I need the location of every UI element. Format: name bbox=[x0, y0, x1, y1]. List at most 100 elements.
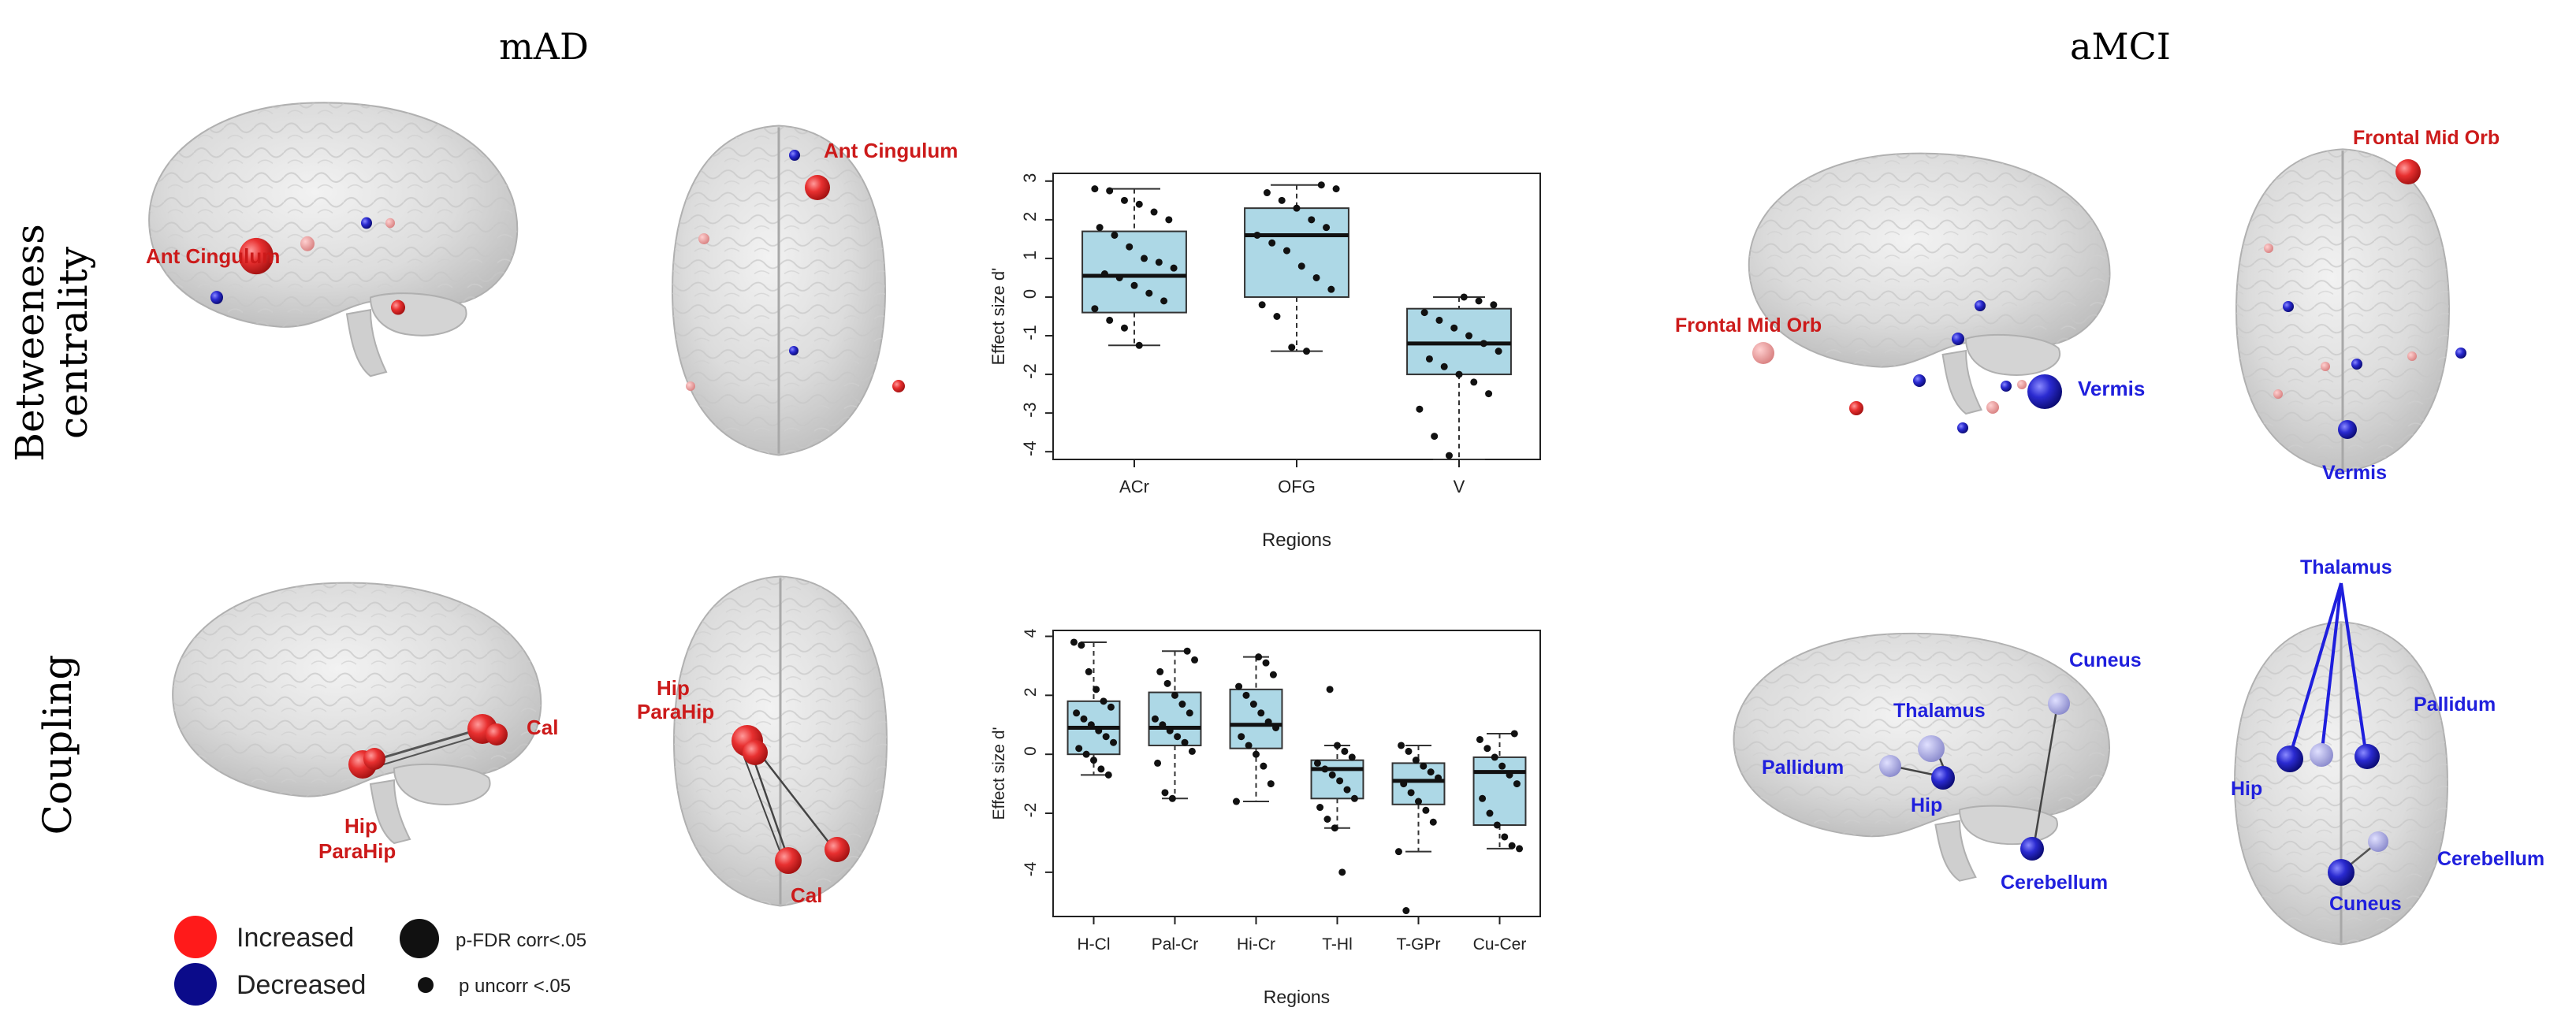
data-point bbox=[1321, 765, 1329, 773]
label-hip-axial: Hip bbox=[2231, 778, 2262, 800]
edge bbox=[2340, 582, 2368, 757]
data-point bbox=[1258, 301, 1266, 309]
node-pallidum bbox=[1879, 755, 1901, 777]
edge bbox=[740, 748, 785, 864]
y-tick-label: 4 bbox=[1022, 628, 1040, 638]
y-tick-label: 1 bbox=[1020, 251, 1040, 260]
label-cerebellum-axial: Cerebellum bbox=[2437, 848, 2544, 870]
data-point bbox=[1091, 185, 1099, 193]
x-axis-label: Regions bbox=[1262, 530, 1331, 551]
label-pallidum: Pallidum bbox=[1762, 757, 1844, 779]
data-point bbox=[1400, 780, 1408, 788]
box-ACr bbox=[1081, 230, 1187, 314]
data-point bbox=[1394, 848, 1402, 856]
label-cal: Cal bbox=[527, 716, 558, 739]
node bbox=[2273, 389, 2283, 399]
legend-uncorr-label: p uncorr <.05 bbox=[459, 976, 571, 997]
data-point bbox=[1313, 759, 1321, 767]
data-point bbox=[1312, 273, 1320, 281]
data-point bbox=[1440, 362, 1448, 370]
edge bbox=[2032, 705, 2059, 848]
data-point bbox=[1272, 723, 1280, 731]
node-thalamus-axial bbox=[2310, 743, 2333, 767]
node bbox=[2455, 348, 2466, 359]
data-point bbox=[1501, 833, 1509, 841]
data-point bbox=[1159, 721, 1167, 729]
data-point bbox=[1238, 733, 1245, 741]
node-parahip-axial bbox=[743, 740, 768, 765]
label-cal-axial: Cal bbox=[791, 883, 822, 907]
node-ant-cingulum-axial bbox=[805, 175, 830, 200]
data-point bbox=[1267, 780, 1275, 788]
data-point bbox=[1186, 709, 1193, 717]
label-cuneus-axial: Cuneus bbox=[2329, 893, 2402, 915]
data-point bbox=[1429, 818, 1437, 826]
data-point bbox=[1460, 293, 1468, 301]
data-point bbox=[1155, 258, 1163, 266]
amci-title: aMCI bbox=[2070, 25, 2171, 68]
legend-increased-swatch bbox=[174, 916, 217, 958]
data-point bbox=[1235, 682, 1243, 690]
data-point bbox=[1110, 738, 1118, 746]
data-point bbox=[1402, 907, 1410, 915]
data-point bbox=[1070, 638, 1078, 646]
data-point bbox=[1293, 204, 1301, 212]
legend-fdr-swatch bbox=[400, 919, 439, 958]
node bbox=[686, 381, 695, 391]
label-vermis: Vermis bbox=[2078, 377, 2145, 400]
data-point bbox=[1130, 281, 1138, 289]
box-OFG bbox=[1244, 207, 1349, 298]
node-frontal-mid-orb bbox=[1752, 342, 1774, 364]
node bbox=[2264, 244, 2273, 253]
label-thalamus: Thalamus bbox=[1893, 700, 1986, 722]
data-point bbox=[1255, 653, 1263, 661]
data-point bbox=[1415, 798, 1422, 805]
legend-fdr-label: p-FDR corr<.05 bbox=[456, 930, 586, 951]
data-point bbox=[1416, 405, 1424, 413]
node-vermis bbox=[2027, 374, 2062, 409]
x-tick-label: OFG bbox=[1278, 477, 1316, 496]
brain-amci-bc-lateral bbox=[1748, 152, 2111, 415]
data-point bbox=[1181, 738, 1189, 746]
data-point bbox=[1431, 433, 1439, 441]
node bbox=[1986, 401, 1999, 414]
node-pallidum-axial bbox=[2355, 744, 2380, 769]
data-point bbox=[1100, 697, 1107, 705]
legend-increased-label: Increased bbox=[236, 923, 354, 953]
data-point bbox=[1264, 718, 1272, 726]
data-point bbox=[1493, 821, 1501, 829]
legend-decreased-label: Decreased bbox=[236, 970, 366, 1000]
node bbox=[1913, 374, 1926, 387]
row-label-centrality: centrality bbox=[50, 246, 96, 439]
node-frontal-mid-orb-axial bbox=[2395, 159, 2421, 184]
node bbox=[1957, 422, 1968, 433]
y-tick-label: 0 bbox=[1020, 289, 1040, 299]
data-point bbox=[1080, 715, 1088, 723]
data-point bbox=[1249, 701, 1257, 708]
plot-frame bbox=[1052, 630, 1541, 917]
legend: Increased Decreased p-FDR corr<.05 p unc… bbox=[174, 916, 586, 1006]
mad-title: mAD bbox=[499, 25, 589, 68]
data-point bbox=[1171, 691, 1178, 699]
x-tick-label: T-GPr bbox=[1397, 935, 1441, 954]
y-tick-label: -4 bbox=[1022, 861, 1040, 876]
data-point bbox=[1245, 742, 1253, 749]
data-point bbox=[1297, 262, 1305, 270]
node bbox=[391, 299, 405, 315]
data-point bbox=[1480, 340, 1487, 348]
data-point bbox=[1273, 313, 1281, 320]
x-tick-label: T-Hl bbox=[1322, 935, 1353, 954]
x-tick-label: Pal-Cr bbox=[1152, 935, 1199, 954]
data-point bbox=[1269, 671, 1277, 679]
data-point bbox=[1331, 824, 1338, 832]
data-point bbox=[1120, 324, 1128, 332]
data-point bbox=[1470, 378, 1478, 386]
data-point bbox=[1268, 239, 1276, 247]
x-tick-label: H-Cl bbox=[1078, 935, 1111, 954]
data-point bbox=[1516, 845, 1524, 853]
data-point bbox=[1166, 727, 1174, 734]
node bbox=[2283, 301, 2294, 312]
node bbox=[789, 346, 798, 355]
data-point bbox=[1168, 794, 1176, 802]
data-point bbox=[1455, 370, 1463, 378]
